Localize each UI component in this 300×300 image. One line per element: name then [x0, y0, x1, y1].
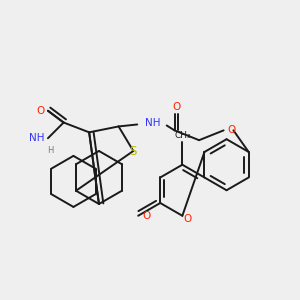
Text: O: O: [142, 211, 150, 221]
Text: O: O: [37, 106, 45, 116]
Text: NH: NH: [29, 133, 45, 143]
Text: O: O: [227, 125, 236, 135]
Text: O: O: [172, 102, 181, 112]
Text: S: S: [130, 146, 137, 158]
Text: CH₃: CH₃: [174, 131, 191, 140]
Text: NH: NH: [145, 118, 160, 128]
Text: O: O: [183, 214, 192, 224]
Text: H: H: [47, 146, 53, 155]
